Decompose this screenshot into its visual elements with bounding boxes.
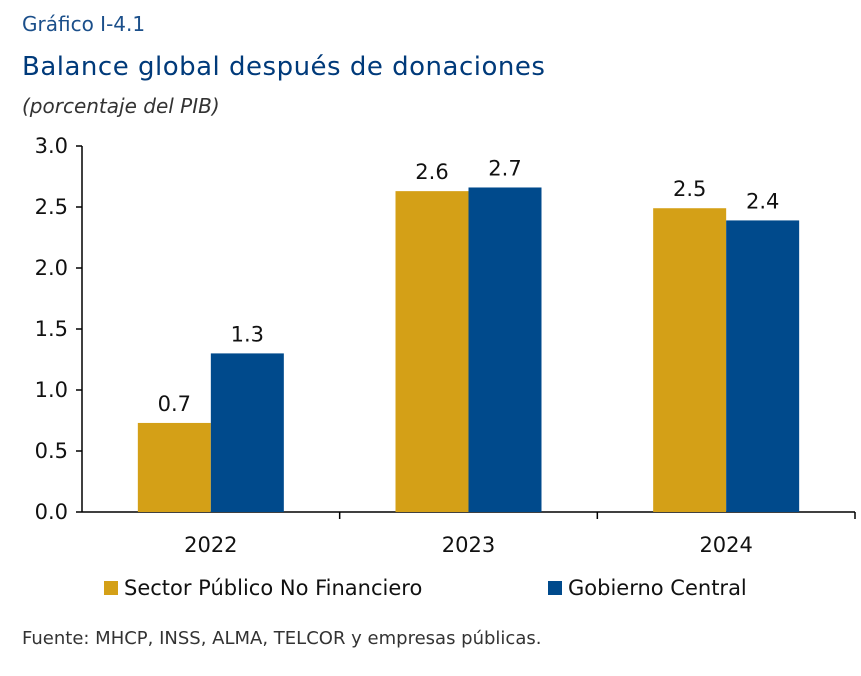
y-tick-label: 3.0 [35, 134, 68, 158]
legend-item-gobierno: Gobierno Central [548, 576, 747, 600]
data-label: 2.4 [746, 189, 779, 213]
chart-title: Balance global después de donaciones [22, 52, 546, 82]
y-tick-label: 1.0 [35, 378, 68, 402]
y-tick-label: 2.5 [35, 195, 68, 219]
data-label: 2.7 [488, 156, 521, 180]
data-label: 2.6 [415, 160, 448, 184]
bar-gobierno-2022 [210, 353, 284, 512]
legend-swatch-sector [104, 581, 118, 595]
bar-sector-2023 [395, 191, 469, 512]
chart-subtitle: (porcentaje del PIB) [22, 94, 220, 118]
x-tick-label: 2023 [442, 533, 495, 557]
legend-label-sector: Sector Público No Financiero [124, 576, 423, 600]
y-tick-label: 0.5 [35, 439, 68, 463]
legend-label-gobierno: Gobierno Central [568, 576, 747, 600]
x-tick-label: 2022 [184, 533, 237, 557]
data-label: 0.7 [158, 392, 191, 416]
x-tick-label: 2024 [699, 533, 752, 557]
y-tick-label: 1.5 [35, 317, 68, 341]
y-tick-label: 2.0 [35, 256, 68, 280]
bar-gobierno-2024 [726, 220, 800, 513]
bar-sector-2022 [137, 422, 211, 512]
legend-item-sector: Sector Público No Financiero [104, 576, 422, 600]
data-label: 1.3 [231, 322, 264, 346]
chart-number: Gráfico I-4.1 [22, 12, 146, 36]
data-label: 2.5 [673, 177, 706, 201]
legend-swatch-gobierno [548, 581, 562, 595]
y-tick-label: 0.0 [35, 500, 68, 524]
source-note: Fuente: MHCP, INSS, ALMA, TELCOR y empre… [22, 628, 542, 649]
bar-gobierno-2023 [468, 187, 542, 513]
bar-sector-2024 [653, 208, 727, 512]
